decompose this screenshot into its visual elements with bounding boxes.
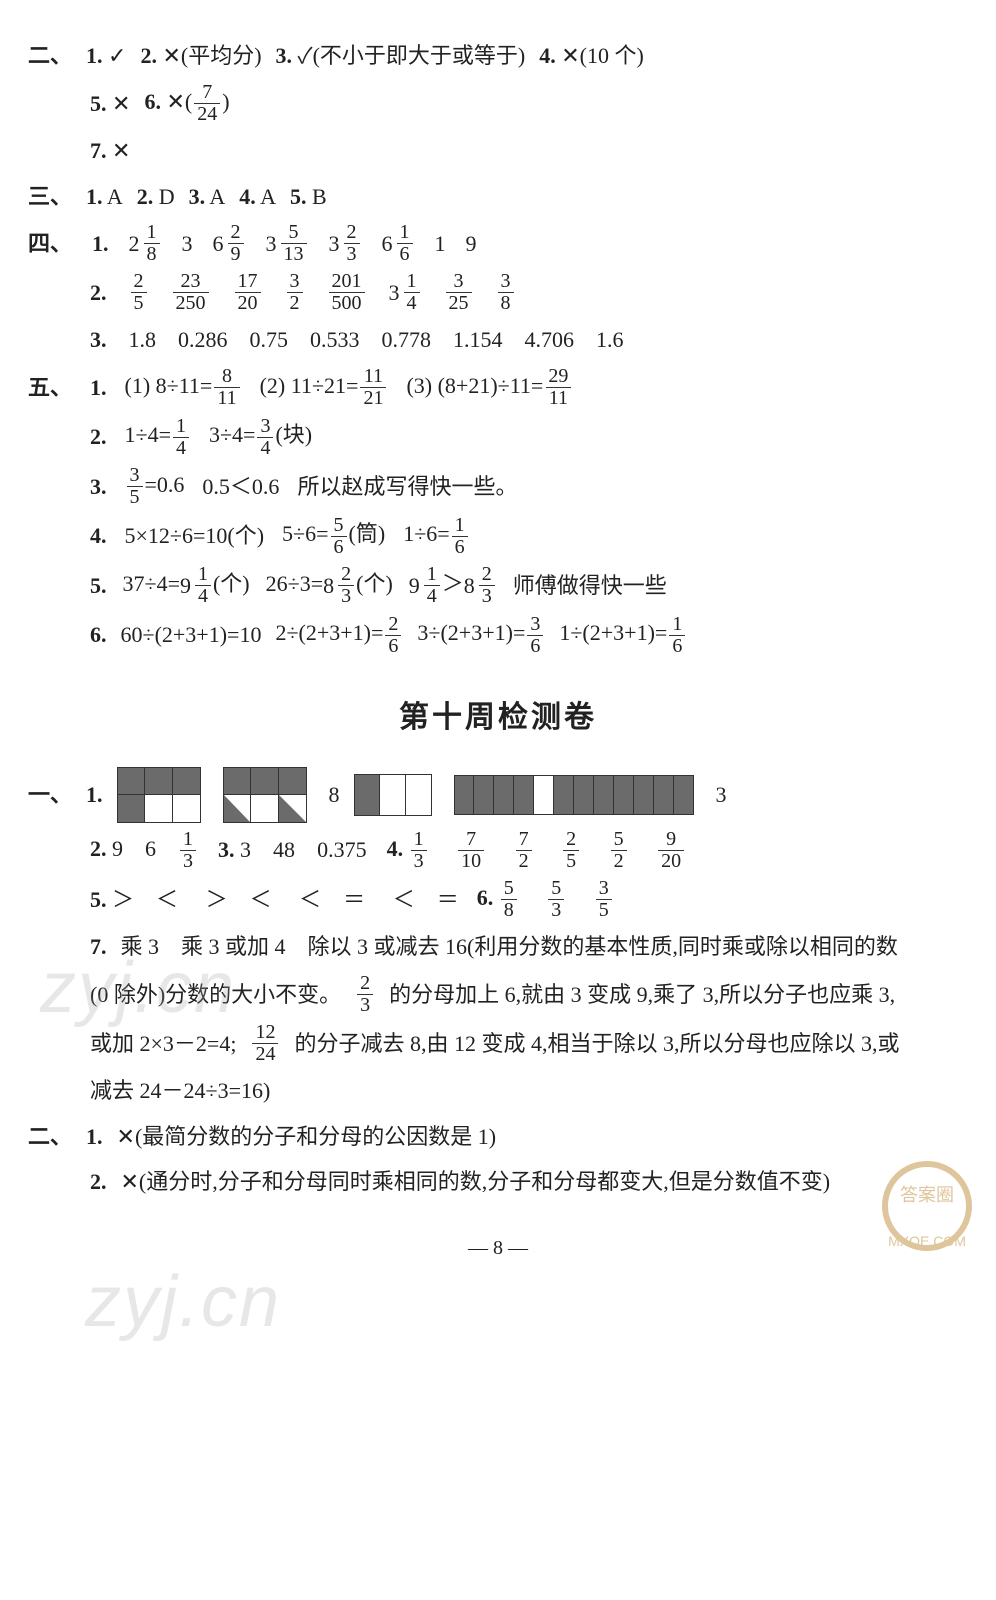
sec4-q2: 2. 25 23250 1720 32 201500 314 325 38 <box>28 271 968 314</box>
sec5-q4: 4. 5×12÷6=10(个) 5÷6=56(筒) 1÷6=16 <box>28 514 968 557</box>
w10-sec1-row23: 2. 9 6 13 3. 3 48 0.375 4. 13 710 72 25 … <box>28 829 968 872</box>
grid-fig-a <box>117 767 201 823</box>
grid-fig-c <box>354 774 432 816</box>
sec5-q1: 五、 1. (1) 8÷11=811 (2) 11÷21=1121 (3) (8… <box>28 366 968 409</box>
sec4-q3: 3. 1.80.286 0.750.533 0.7781.154 4.7061.… <box>28 320 968 360</box>
w10-sec1-q7-l3: 或加 2×3－2=4;1224的分子减去 8,由 12 变成 4,相当于除以 3… <box>28 1022 968 1065</box>
sec4-q1: 四、 1. 218 3 629 3513 323 616 1 9 <box>28 222 968 265</box>
sec2-row3: 7. ✕ <box>28 131 968 171</box>
frac: 724 <box>194 82 220 125</box>
sec2-row2: 5. ✕ 6. ✕(724) <box>28 82 968 125</box>
sec2-row1: 二、 1. ✓ 2. ✕(平均分) 3. ✓(不小于即大于或等于) 4. ✕(1… <box>28 36 968 76</box>
sec3-label: 三、 <box>28 177 72 217</box>
w10-sec1-row56: 5. ＞ ＜ ＞ ＜ ＜ ＝ ＜ ＝ 6. 58 53 35 <box>28 878 968 921</box>
page-footer: — 8 — <box>28 1230 968 1266</box>
w10-sec1-q7-l4: 减去 24－24÷3=16) <box>28 1071 968 1111</box>
w10-sec1-q7-l2: (0 除外)分数的大小不变。23的分母加上 6,就由 3 变成 9,乘了 3,所… <box>28 973 968 1016</box>
sec5-q5: 5. 37÷4=914(个) 26÷3=823(个) 914＞823 师傅做得快… <box>28 564 968 607</box>
sec5-q6: 6. 60÷(2+3+1)=10 2÷(2+3+1)=26 3÷(2+3+1)=… <box>28 613 968 656</box>
w10-sec2-q2: 2. ✕(通分时,分子和分母同时乘相同的数,分子和分母都变大,但是分数值不变) <box>28 1162 968 1202</box>
sec3-row: 三、 1. A 2. D 3. A 4. A 5. B <box>28 177 968 217</box>
grid-fig-d <box>454 775 694 815</box>
grid-fig-b <box>223 767 307 823</box>
sec2-label: 二、 <box>28 36 72 76</box>
sec5-q3: 3. 35=0.6 0.5＜0.6 所以赵成写得快一些。 <box>28 465 968 508</box>
w10-sec2-q1: 二、 1. ✕(最简分数的分子和分母的公因数是 1) <box>28 1117 968 1157</box>
w10-sec1-q7-l1: 7. 乘 3 乘 3 或加 4 除以 3 或减去 16(利用分数的基本性质,同时… <box>28 927 968 967</box>
sec5-q2: 2. 1÷4=14 3÷4=34(块) <box>28 415 968 458</box>
week10-title: 第十周检测卷 <box>28 691 968 745</box>
w10-sec1-q1: 一、 1. 8 3 <box>28 767 968 823</box>
